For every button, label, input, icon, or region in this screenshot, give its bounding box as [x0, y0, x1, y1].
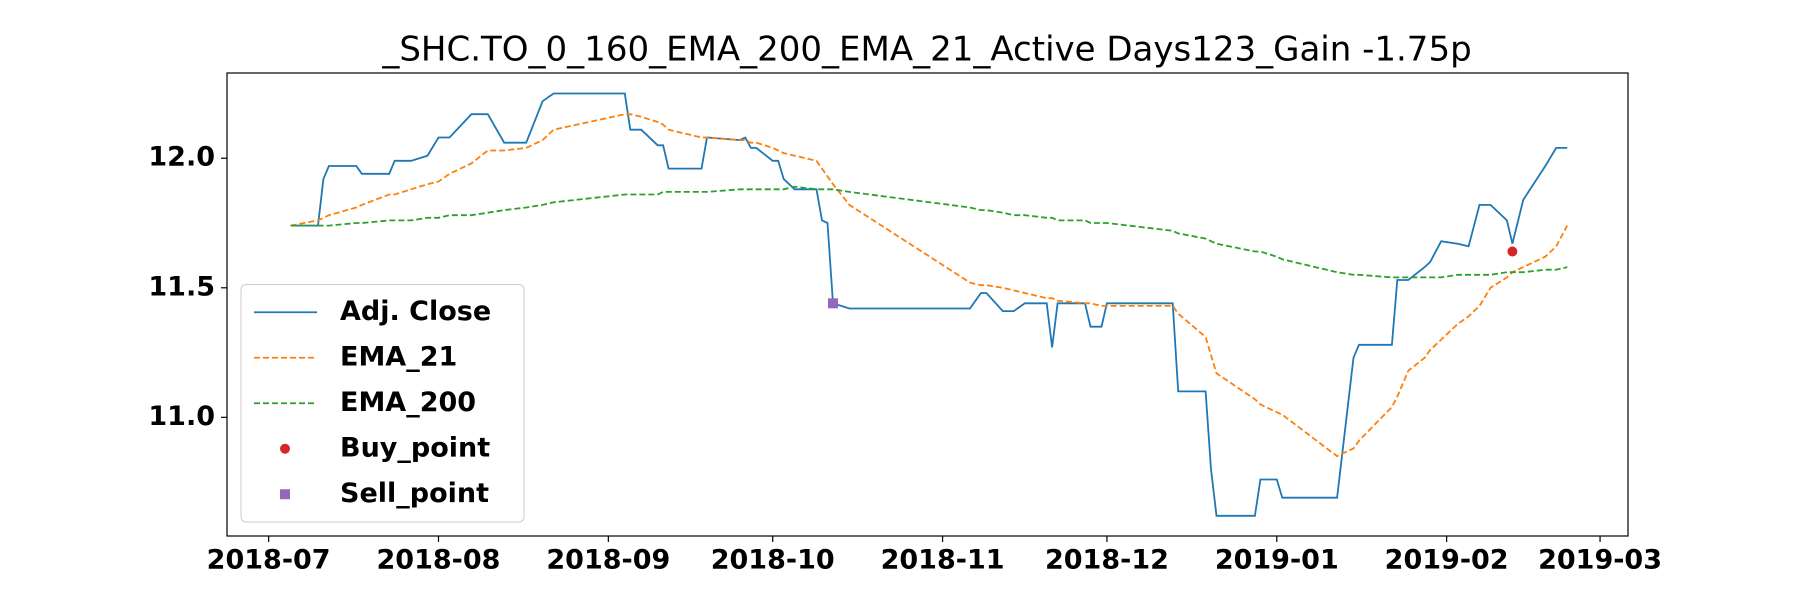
x-tick-label: 2019-02	[1385, 545, 1509, 576]
legend-label: Adj. Close	[340, 296, 491, 327]
chart-title: _SHC.TO_0_160_EMA_200_EMA_21_Active Days…	[381, 30, 1471, 70]
line-series	[290, 92, 1568, 517]
x-tick-label: 2018-10	[711, 545, 835, 576]
line-series	[290, 113, 1568, 458]
legend-label: Sell_point	[340, 478, 489, 509]
x-tick-label: 2019-03	[1538, 545, 1662, 576]
line-series	[290, 185, 1568, 279]
legend-marker	[280, 489, 290, 500]
y-tick-label: 11.5	[148, 271, 215, 302]
sell-point	[827, 298, 838, 309]
legend-label: Buy_point	[340, 432, 490, 463]
y-tick-label: 11.0	[148, 401, 215, 432]
x-tick-label: 2018-12	[1045, 545, 1169, 576]
x-tick-label: 2018-09	[546, 545, 670, 576]
legend-label: EMA_21	[340, 341, 457, 372]
plot-frame	[226, 72, 1629, 537]
legend-box	[240, 284, 525, 523]
x-tick-label: 2018-08	[377, 545, 501, 576]
legend-label: EMA_200	[340, 387, 476, 418]
x-tick-label: 2018-07	[207, 545, 331, 576]
legend-marker	[280, 443, 290, 454]
y-tick-label: 12.0	[148, 142, 215, 173]
x-tick-label: 2019-01	[1215, 545, 1339, 576]
buy-point	[1507, 246, 1518, 257]
x-tick-label: 2018-11	[881, 545, 1005, 576]
